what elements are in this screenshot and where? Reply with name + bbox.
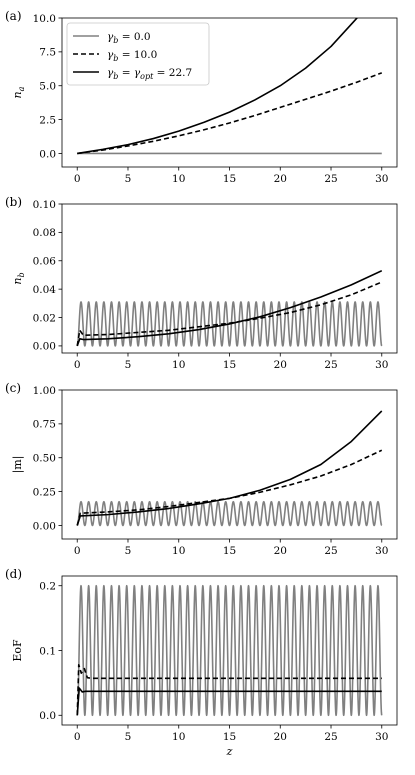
x-tick-label: 15: [223, 173, 236, 185]
y-tick-label: 0.1: [39, 645, 56, 657]
x-tick-label: 5: [125, 545, 132, 557]
x-tick-label: 5: [125, 173, 132, 185]
y-tick-label: 0.75: [33, 419, 56, 431]
series-line-1: [76, 663, 382, 716]
y-tick-label: 0.25: [33, 486, 56, 498]
y-axis-label: |m|: [11, 456, 25, 474]
x-tick-label: 20: [274, 545, 287, 557]
plot-area: [77, 18, 383, 155]
y-tick-label: 0.00: [33, 520, 56, 532]
plot-area: [76, 410, 383, 527]
series-line-1: [76, 449, 383, 526]
y-tick-label: 0.2: [39, 581, 56, 593]
panel-a: 0 5 10 15 20 25 30 0.0 2.5 5.0 7.5 10.0 (a) na γb = 0.…: [5, 9, 398, 185]
y-tick-label: 0.0: [39, 148, 56, 160]
x-tick-label: 15: [223, 731, 236, 743]
y-axis-label: EoF: [11, 639, 24, 662]
legend: γb = 0.0 γb = 10.0 γb = γopt = 22.7: [66, 22, 210, 86]
x-tick-label: 20: [274, 731, 287, 743]
legend-box: [66, 22, 210, 86]
panel-label: (b): [5, 195, 22, 209]
x-tick-label: 15: [223, 359, 236, 371]
panel-label: (a): [5, 9, 22, 23]
series-line-2: [76, 410, 383, 526]
y-tick-label: 10.0: [33, 13, 56, 25]
y-tick-label: 0.06: [33, 256, 57, 268]
panel-b: 0 5 10 15 20 25 30 0.00 0.02 0.04 0.06 0.08 0.10 (b) n…: [5, 195, 398, 371]
series-line-2: [77, 18, 359, 155]
y-tick-label: 0.10: [33, 199, 56, 211]
y-tick-label: 0.0: [39, 710, 56, 722]
legend-entry-1: γb = 10.0: [107, 49, 157, 63]
x-tick-label: 5: [125, 731, 132, 743]
x-tick-label: 20: [274, 359, 287, 371]
y-tick-label: 5.0: [39, 81, 56, 93]
x-tick-label: 10: [172, 545, 185, 557]
x-tick-label: 0: [74, 359, 81, 371]
x-tick-label: 20: [274, 173, 287, 185]
legend-entry-2: γb = γopt = 22.7: [107, 67, 192, 81]
y-tick-label: 0.08: [33, 227, 56, 239]
plot-area: [76, 584, 383, 717]
y-tick-label: 0.02: [33, 312, 56, 324]
panel-label: (c): [5, 381, 21, 395]
x-tick-label: 10: [172, 173, 185, 185]
x-tick-label: 10: [172, 731, 185, 743]
x-tick-label: 30: [375, 359, 388, 371]
y-tick-label: 2.5: [39, 114, 56, 126]
plot-area: [76, 269, 383, 347]
x-tick-label: 5: [125, 359, 132, 371]
series-line-2: [76, 269, 383, 347]
legend-entry-0: γb = 0.0: [107, 31, 151, 45]
x-tick-label: 0: [74, 545, 81, 557]
y-tick-label: 0.00: [33, 341, 56, 353]
y-tick-label: 1.00: [33, 385, 56, 397]
x-tick-label: 30: [375, 731, 388, 743]
series-line-0: [76, 500, 383, 527]
series-line-1: [77, 72, 383, 155]
series-line-1: [76, 281, 383, 347]
y-tick-label: 0.04: [33, 284, 57, 296]
series-line-2: [76, 687, 382, 716]
y-axis-label: nb: [11, 272, 26, 284]
x-tick-label: 0: [74, 173, 81, 185]
panel-label: (d): [5, 567, 22, 581]
x-axis-label: z: [226, 745, 233, 758]
y-tick-label: 7.5: [39, 47, 56, 59]
panel-c: 0 5 10 15 20 25 30 0.00 0.25 0.50 0.75 1.00 (c) |m|: [5, 381, 398, 557]
y-axis-label: na: [11, 86, 26, 98]
x-tick-label: 30: [375, 173, 388, 185]
series-line-0: [76, 584, 383, 717]
plot-frame: [61, 389, 398, 540]
x-tick-label: 25: [324, 731, 337, 743]
x-tick-label: 10: [172, 359, 185, 371]
x-tick-label: 25: [324, 173, 337, 185]
panel-d: 0 5 10 15 20 25 30 0.0 0.1 0.2 (d) EoF z: [5, 567, 398, 758]
x-tick-label: 0: [74, 731, 81, 743]
x-tick-label: 30: [375, 545, 388, 557]
series-line-0: [76, 301, 383, 347]
plot-frame: [61, 203, 398, 354]
x-tick-label: 25: [324, 359, 337, 371]
x-tick-label: 15: [223, 545, 236, 557]
y-tick-label: 0.50: [33, 453, 56, 465]
x-tick-label: 25: [324, 545, 337, 557]
